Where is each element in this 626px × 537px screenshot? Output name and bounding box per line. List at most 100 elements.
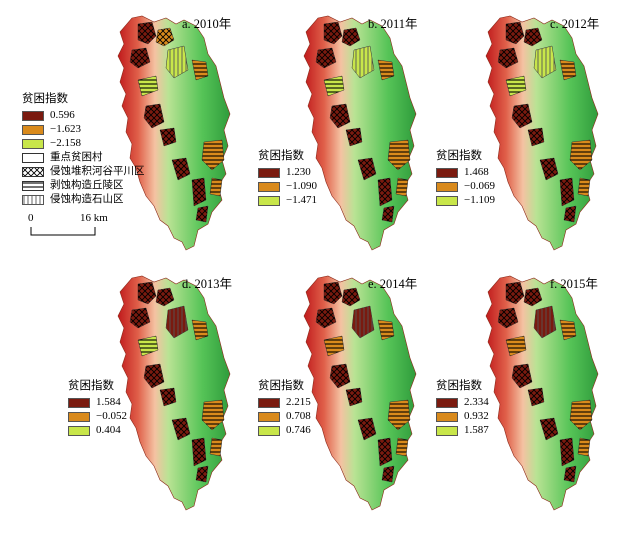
legend-title-f: 贫困指数 — [436, 378, 482, 392]
landform-hatch-9 — [388, 140, 410, 170]
scale-bar-line — [30, 227, 96, 236]
outline-symbol — [22, 152, 44, 163]
landform-hatch-12 — [210, 438, 222, 456]
landform-hatch-7 — [144, 104, 164, 128]
landform-hatch-12 — [210, 178, 222, 196]
landform-hatch-8 — [346, 128, 362, 146]
legend-label-outline: 重点贫困村 — [50, 151, 103, 164]
legend-c: 贫困指数 1.468 −0.069 −1.109 — [436, 148, 495, 208]
landform-hatch-5 — [192, 60, 208, 80]
legend-title-c: 贫困指数 — [436, 148, 482, 162]
legend-label-e-2: 0.708 — [286, 410, 311, 422]
landform-hatch-2 — [524, 288, 542, 306]
legend-row-f-2: 0.932 — [436, 410, 489, 424]
landform-hatch-9 — [570, 400, 592, 430]
landform-hatch-13 — [196, 206, 208, 222]
legend-swatch-f-1 — [436, 397, 458, 408]
legend-b: 贫困指数 1.230 −1.090 −1.471 — [258, 148, 317, 208]
legend-row-b-2: −1.090 — [258, 180, 317, 194]
legend-swatch-e-1 — [258, 397, 280, 408]
landform-hatch-11 — [192, 438, 206, 466]
terrain-map-c — [485, 15, 599, 251]
landform-hatch-5 — [378, 60, 394, 80]
legend-row-e-1: 2.215 — [258, 396, 311, 410]
landform-hatch-4 — [498, 308, 518, 328]
landform-hatch-8 — [528, 388, 544, 406]
legend-title-b: 贫困指数 — [258, 148, 304, 162]
legend-row-c-2: −0.069 — [436, 180, 495, 194]
landform-hatch-13 — [196, 466, 208, 482]
legend-row-b-3: −1.471 — [258, 194, 317, 208]
legend-label-f-2: 0.932 — [464, 410, 489, 422]
landform-hatch-1 — [506, 282, 524, 304]
landform-hatch-2 — [156, 288, 174, 306]
legend-row-b-1: 1.230 — [258, 166, 317, 180]
legend-label-b-3: −1.471 — [286, 194, 317, 206]
landform-hatch-3 — [352, 46, 374, 78]
legend-row-f-1: 2.334 — [436, 396, 489, 410]
scale-bar: 0 16 km — [28, 212, 108, 242]
panel-title-b: b. 2011年 — [368, 17, 418, 31]
legend-row-c-3: −1.109 — [436, 194, 495, 208]
legend-title-e: 贫困指数 — [258, 378, 304, 392]
landform-hatch-1 — [324, 282, 342, 304]
legend-label-a-1: 0.596 — [50, 109, 75, 121]
landform-hatch-9 — [570, 140, 592, 170]
legend-label-f-3: 1.587 — [464, 424, 489, 436]
landform-hatch-6 — [138, 336, 158, 356]
legend-d: 贫困指数 1.584 −0.052 0.404 — [68, 379, 127, 438]
landform-hatch-6 — [324, 76, 344, 96]
legend-row-a-2: −1.623 — [22, 123, 145, 137]
landform-hatch-13 — [564, 206, 576, 222]
legend-row-d-1: 1.584 — [68, 396, 127, 410]
panel-title-e: e. 2014年 — [368, 277, 418, 291]
landform-hatch-7 — [512, 104, 532, 128]
landform-hatch-8 — [346, 388, 362, 406]
landform-hatch-11 — [378, 438, 392, 466]
landform-hatch-1 — [138, 22, 156, 44]
landform-hatch-6 — [138, 76, 158, 96]
legend-swatch-b-3 — [258, 195, 280, 206]
legend-label-c-1: 1.468 — [464, 166, 489, 178]
landform-hatch-7 — [144, 364, 164, 388]
landform-hatch-10 — [358, 418, 376, 440]
scale-start: 0 — [28, 212, 34, 224]
landform-hatch-2 — [342, 28, 360, 46]
landform-hatch-8 — [160, 128, 176, 146]
landform-hatch-6 — [324, 336, 344, 356]
landform-hatch-11 — [560, 178, 574, 206]
legend-row-vertical: 侵蚀构造石山区 — [22, 193, 145, 207]
scale-end: 16 km — [80, 212, 108, 224]
legend-row-a-3: −2.158 — [22, 137, 145, 151]
landform-hatch-4 — [130, 308, 150, 328]
landform-hatch-8 — [528, 128, 544, 146]
legend-row-outline: 重点贫困村 — [22, 151, 145, 165]
landform-hatch-1 — [138, 282, 156, 304]
landform-hatch-10 — [358, 158, 376, 180]
crosshatch-symbol — [22, 166, 44, 177]
legend-label-vertical: 侵蚀构造石山区 — [50, 193, 124, 206]
landform-hatch-13 — [382, 206, 394, 222]
landform-hatch-11 — [378, 178, 392, 206]
legend-label-horizontal: 剥蚀构造丘陵区 — [50, 179, 124, 192]
terrain-map-a — [117, 15, 231, 251]
legend-swatch-a-2 — [22, 124, 44, 135]
legend-row-a-1: 0.596 — [22, 109, 145, 123]
legend-swatch-f-3 — [436, 425, 458, 436]
legend-swatch-b-2 — [258, 181, 280, 192]
landform-hatch-7 — [512, 364, 532, 388]
landform-hatch-13 — [382, 466, 394, 482]
landform-hatch-12 — [578, 178, 590, 196]
landform-hatch-9 — [388, 400, 410, 430]
legend-swatch-c-2 — [436, 181, 458, 192]
landform-hatch-4 — [130, 48, 150, 68]
landform-hatch-10 — [172, 158, 190, 180]
landform-hatch-9 — [202, 400, 224, 430]
landform-hatch-10 — [540, 418, 558, 440]
landform-hatch-5 — [192, 320, 208, 340]
panel-title-a: a. 2010年 — [182, 17, 232, 31]
landform-hatch-6 — [506, 76, 526, 96]
landform-hatch-11 — [192, 178, 206, 206]
panel-title-f: f. 2015年 — [550, 277, 598, 291]
landform-hatch-7 — [330, 104, 350, 128]
